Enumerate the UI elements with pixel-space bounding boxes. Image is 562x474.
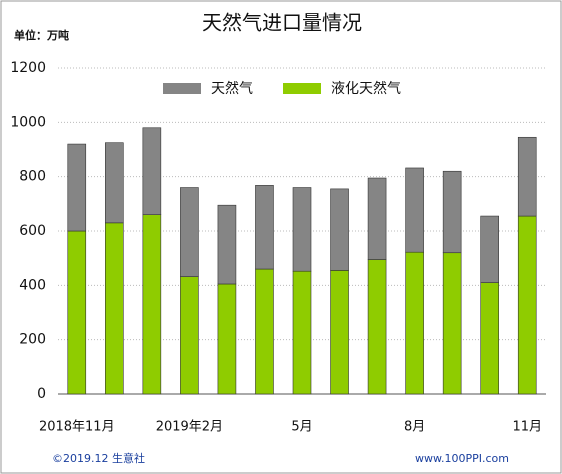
y-tick-label: 800	[19, 169, 46, 185]
bar-segment	[292, 270, 312, 395]
bar-segment	[67, 230, 87, 395]
bar-segment	[442, 170, 462, 254]
bar-segment	[217, 283, 237, 395]
bar-segment	[67, 143, 87, 232]
y-tick-label: 400	[19, 277, 46, 293]
x-tick-label: 2018年11月	[39, 420, 115, 435]
bar-segment	[517, 136, 537, 217]
legend-label: 天然气	[211, 80, 253, 97]
legend-label: 液化天然气	[331, 80, 401, 97]
bar-segment	[217, 204, 237, 285]
x-tick-label: 11月	[512, 420, 542, 435]
bar-segment	[255, 185, 274, 270]
footer-left: ©2019.12 生意社	[52, 451, 145, 465]
y-tick-label: 1000	[10, 114, 46, 130]
bar-segment	[405, 251, 424, 395]
bar-segment	[142, 127, 162, 216]
bar-segment	[255, 268, 274, 395]
y-tick-label: 600	[19, 223, 46, 239]
bar-segment	[105, 222, 124, 395]
bar-segment	[367, 259, 387, 395]
y-tick-label: 1200	[10, 60, 46, 76]
bar-segment	[330, 270, 349, 395]
x-tick-label: 8月	[404, 420, 425, 435]
y-tick-label: 200	[19, 332, 46, 348]
footer-right: www.100PPI.com	[415, 452, 509, 465]
chart-title: 天然气进口量情况	[202, 11, 362, 35]
bar-segment	[480, 215, 499, 283]
bar-segment	[292, 187, 312, 272]
bar-segment	[105, 142, 124, 224]
legend-swatch	[283, 83, 321, 94]
bar-segment	[180, 187, 199, 277]
bar-segment	[517, 215, 537, 395]
bar-segment	[142, 214, 162, 395]
legend-swatch	[163, 83, 201, 94]
bar-segment	[367, 177, 387, 260]
bar-segment	[405, 167, 424, 253]
unit-label: 单位：万吨	[14, 28, 69, 42]
bar-segment	[180, 276, 199, 395]
bar-segment	[442, 252, 462, 395]
bar-segment	[480, 282, 499, 395]
x-tick-label: 5月	[291, 420, 312, 435]
x-tick-label: 2019年2月	[156, 420, 223, 435]
bar-segment	[330, 188, 349, 271]
y-tick-label: 0	[37, 386, 46, 402]
